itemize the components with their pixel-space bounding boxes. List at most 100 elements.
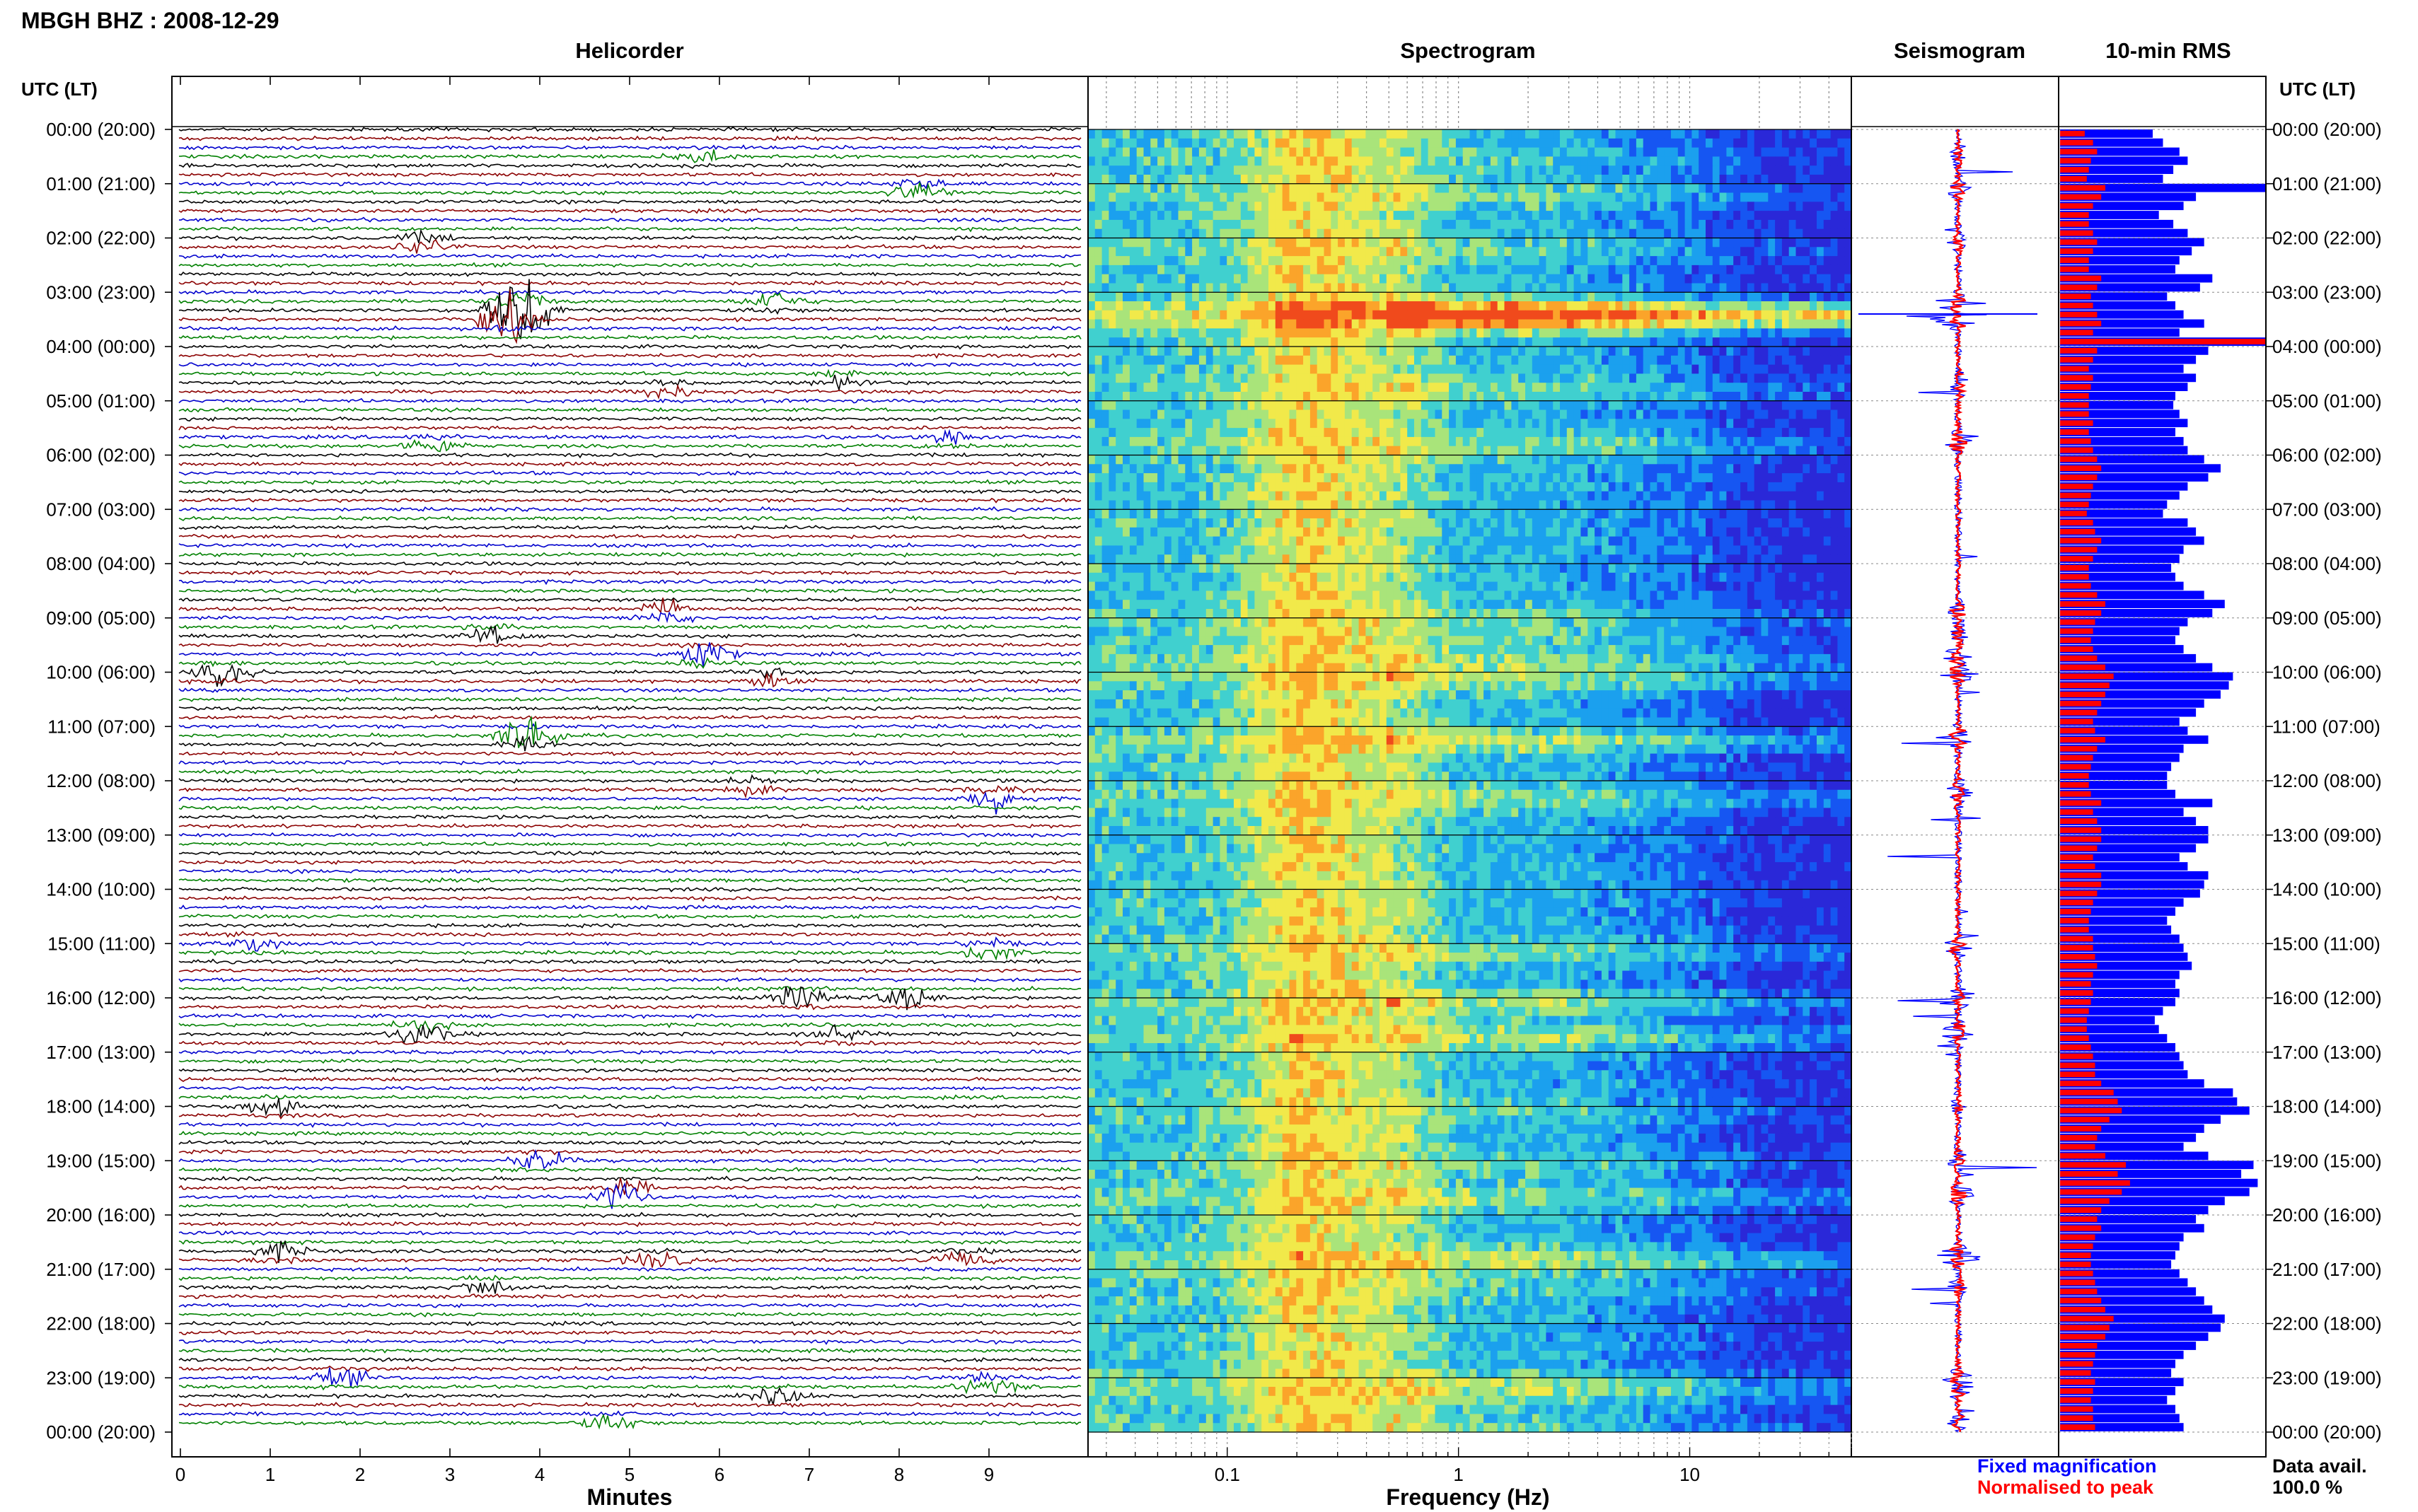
- spectrogram-cell: [1768, 175, 1776, 185]
- spectrogram-cell: [1088, 147, 1096, 157]
- helicorder-trace: [178, 886, 1082, 892]
- spectrogram-cell: [1213, 419, 1220, 429]
- spectrogram-cell: [1234, 165, 1242, 175]
- spectrogram-cell: [1566, 238, 1575, 248]
- spectrogram-cell: [1844, 264, 1852, 275]
- spectrogram-cell: [1788, 228, 1797, 239]
- spectrogram-cell: [1442, 175, 1450, 185]
- spectrogram-cell: [1476, 409, 1484, 419]
- spectrogram-cell: [1497, 202, 1505, 211]
- spectrogram-cell: [1428, 419, 1435, 429]
- spectrogram-cell: [1483, 373, 1491, 383]
- spectrogram-cell: [1740, 464, 1748, 474]
- spectrogram-cell: [1213, 428, 1220, 438]
- spectrogram-cell: [1351, 319, 1360, 329]
- spectrogram-cell: [1608, 211, 1616, 221]
- spectrogram-cell: [1781, 211, 1790, 221]
- spectrogram-cell: [1358, 373, 1366, 383]
- spectrogram-cell: [1699, 347, 1706, 356]
- spectrogram-cell: [1338, 383, 1346, 392]
- spectrogram-cell: [1462, 337, 1471, 347]
- spectrogram-cell: [1309, 283, 1318, 293]
- spectrogram-cell: [1094, 319, 1103, 329]
- spectrogram-cell: [1157, 337, 1165, 347]
- spectrogram-cell: [1428, 383, 1435, 392]
- spectrogram-cell: [1462, 383, 1471, 392]
- spectrogram-cell: [1449, 292, 1457, 302]
- spectrogram-cell: [1615, 156, 1623, 166]
- spectrogram-cell: [1331, 464, 1338, 474]
- helicorder-trace: [178, 271, 1082, 277]
- spectrogram-cell: [1123, 211, 1130, 221]
- spectrogram-cell: [1400, 328, 1408, 338]
- spectrogram-cell: [1109, 337, 1116, 347]
- spectrogram-cell: [1636, 328, 1644, 338]
- spectrogram-cell: [1198, 383, 1207, 392]
- spectrogram-cell: [1234, 292, 1242, 302]
- spectrogram-cell: [1511, 147, 1519, 157]
- spectrogram-cell: [1518, 436, 1526, 447]
- spectrogram-cell: [1213, 147, 1220, 157]
- spectrogram-cell: [1844, 491, 1852, 501]
- spectrogram-cell: [1428, 283, 1435, 293]
- spectrogram-cell: [1691, 238, 1699, 248]
- spectrogram-cell: [1664, 202, 1672, 211]
- spectrogram-cell: [1109, 392, 1116, 402]
- spectrogram-cell: [1407, 310, 1415, 320]
- spectrogram-cell: [1261, 247, 1269, 257]
- spectrogram-cell: [1566, 183, 1575, 194]
- left-axis-unit-label: UTC (LT): [21, 78, 98, 100]
- spectrogram-cell: [1761, 436, 1769, 447]
- spectrogram-cell: [1268, 274, 1276, 284]
- spectrogram-cell: [1671, 436, 1679, 447]
- spectrogram-cell: [1109, 183, 1116, 194]
- spectrogram-cell: [1684, 328, 1692, 338]
- spectrogram-cell: [1553, 264, 1561, 275]
- spectrogram-cell: [1844, 319, 1852, 329]
- spectrogram-cell: [1344, 383, 1353, 392]
- spectrogram-cell: [1143, 392, 1151, 402]
- spectrogram-cell: [1317, 247, 1325, 257]
- spectrogram-cell: [1358, 392, 1366, 402]
- spectrogram-cell: [1213, 228, 1220, 239]
- spectrogram-cell: [1296, 310, 1304, 320]
- spectrogram-cell: [1546, 392, 1554, 402]
- spectrogram-cell: [1129, 400, 1138, 411]
- helicorder-trace: [178, 696, 1082, 702]
- spectrogram-cell: [1101, 138, 1109, 149]
- spectrogram-cell: [1747, 228, 1755, 239]
- spectrogram-cell: [1303, 455, 1311, 465]
- helicorder-trace: [178, 429, 1082, 445]
- spectrogram-cell: [1234, 337, 1242, 347]
- spectrogram-cell: [1331, 301, 1338, 311]
- spectrogram-cell: [1358, 319, 1366, 329]
- spectrogram-cell: [1455, 192, 1464, 202]
- spectrogram-cell: [1664, 292, 1672, 302]
- spectrogram-cell: [1754, 518, 1762, 528]
- spectrogram-cell: [1636, 464, 1644, 474]
- spectrogram-cell: [1365, 192, 1373, 202]
- spectrogram-cell: [1747, 274, 1755, 284]
- spectrogram-cell: [1386, 247, 1394, 257]
- spectrogram-cell: [1553, 509, 1561, 519]
- spectrogram-cell: [1657, 247, 1665, 257]
- spectrogram-cell: [1504, 409, 1512, 419]
- spectrogram-cell: [1469, 256, 1477, 266]
- spectrogram-cell: [1601, 238, 1609, 248]
- spectrogram-cell: [1400, 165, 1408, 175]
- spectrogram-cell: [1344, 175, 1353, 185]
- spectrogram-cell: [1775, 491, 1783, 501]
- spectrogram-cell: [1449, 383, 1457, 392]
- spectrogram-cell: [1490, 509, 1498, 519]
- spectrogram-cell: [1608, 373, 1616, 383]
- spectrogram-cell: [1150, 482, 1158, 492]
- spectrogram-cell: [1726, 301, 1734, 311]
- spectrogram-cell: [1205, 247, 1214, 257]
- spectrogram-cell: [1747, 446, 1755, 456]
- spectrogram-cell: [1476, 301, 1484, 311]
- spectrogram-cell: [1546, 409, 1554, 419]
- helicorder-trace: [178, 687, 1082, 693]
- spectrogram-cell: [1185, 392, 1193, 402]
- spectrogram-cell: [1227, 400, 1234, 411]
- spectrogram-cell: [1601, 400, 1609, 411]
